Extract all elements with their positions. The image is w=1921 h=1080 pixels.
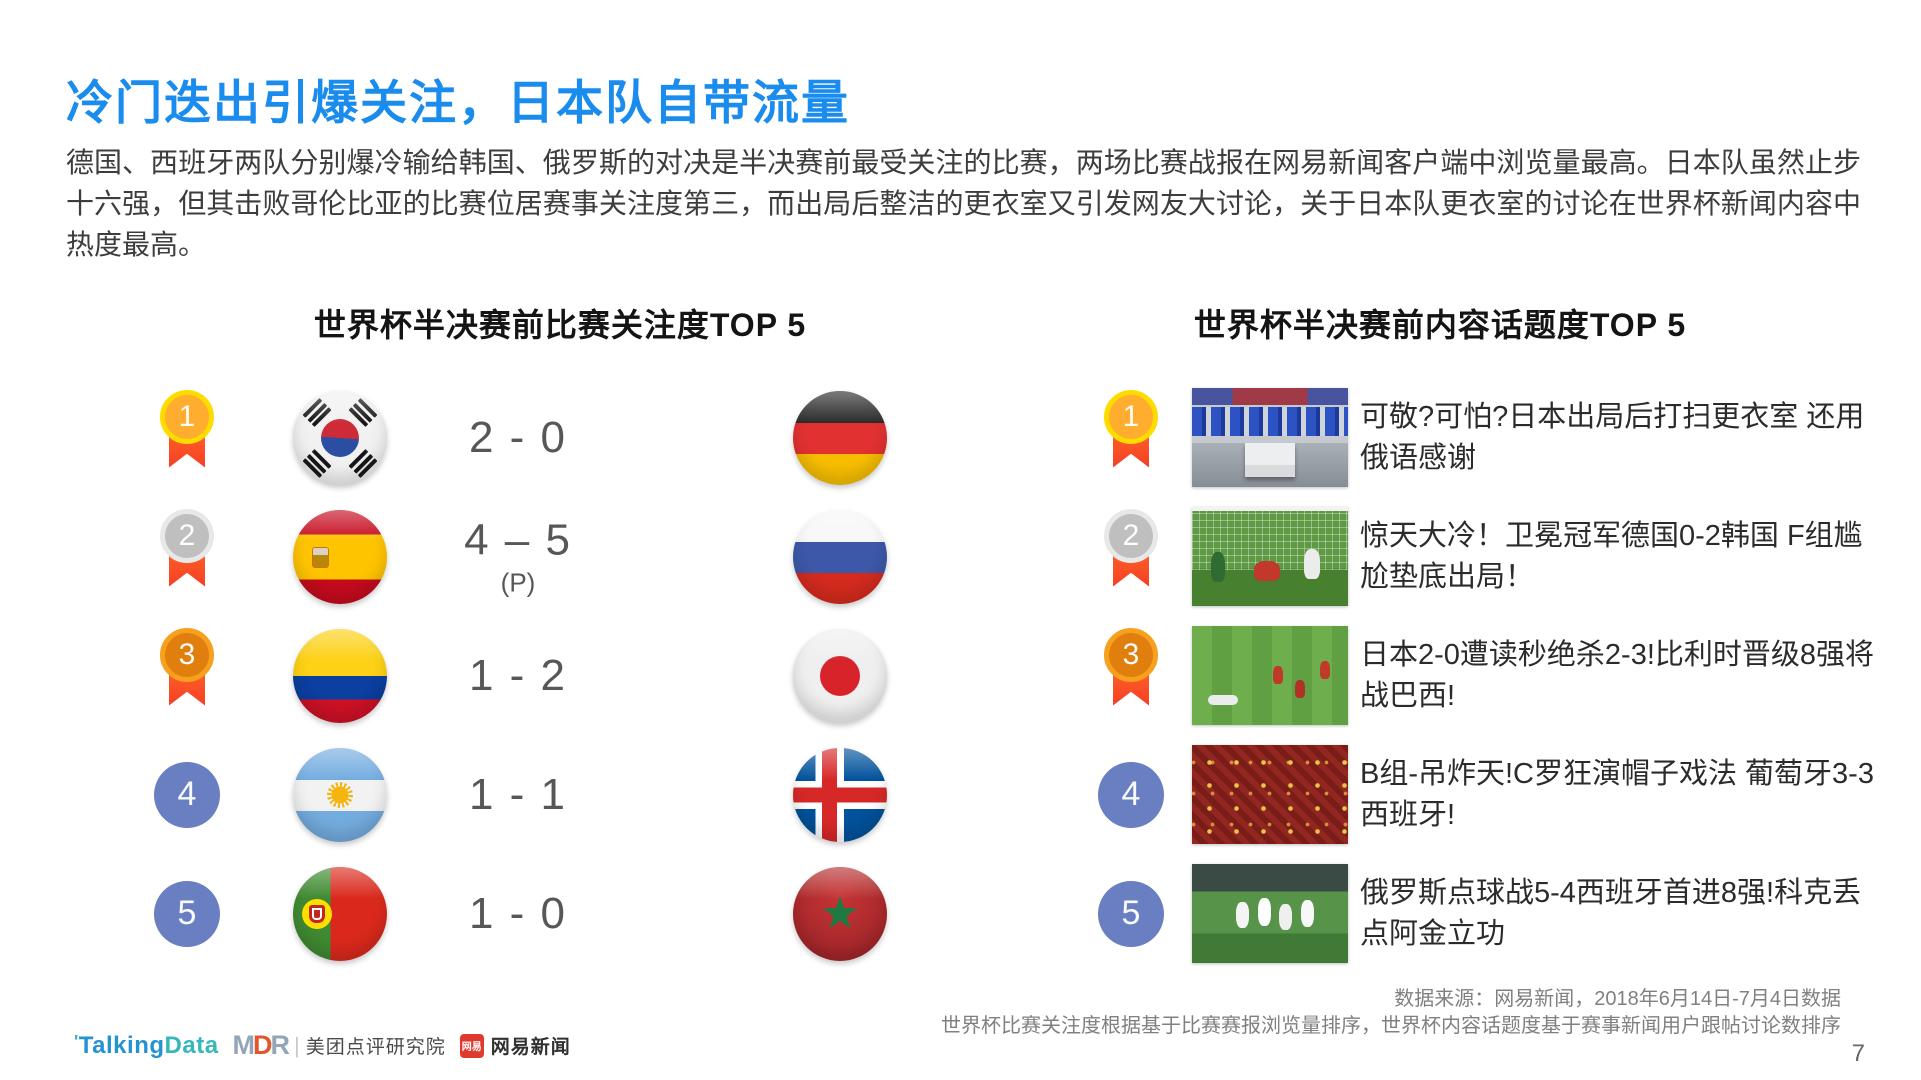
talkingdata-wordmark: Talking <box>78 1031 165 1059</box>
flag-south-korea-icon <box>293 390 387 485</box>
rank-number: 3 <box>1104 627 1158 682</box>
trigram-icon <box>348 397 378 427</box>
topic-row-1: 1 可敬?可怕?日本出局后打扫更衣室 还用俄语感谢 <box>1095 378 1885 497</box>
topic-row-4: 4 B组-吊炸天!C罗狂演帽子戏法 葡萄牙3-3西班牙! <box>1095 735 1885 854</box>
match-score: 4 – 5 (P) <box>438 515 598 598</box>
flag-argentina-icon <box>293 747 387 842</box>
mdr-meituan-logo: MDR | 美团点评研究院 <box>233 1030 446 1061</box>
match-score: 1 - 1 <box>438 770 598 820</box>
page-number: 7 <box>1851 1040 1865 1067</box>
match-row-3: 3 1 - 2 <box>130 616 970 735</box>
score-text: 4 – 5 <box>464 515 572 564</box>
page-title: 冷门迭出引爆关注，日本队自带流量 <box>66 76 850 129</box>
gold-medal-icon: 1 <box>1102 388 1160 488</box>
rank-circle-icon: 4 <box>1098 761 1164 828</box>
flag-portugal-icon <box>293 866 387 961</box>
rank-number: 2 <box>1104 508 1158 563</box>
article-title: 日本2-0遭读秒绝杀2-3!比利时晋级8强将战巴西! <box>1360 638 1875 712</box>
flag-japan-icon <box>793 628 887 723</box>
match-row-2: 2 4 – 5 (P) <box>130 497 970 616</box>
left-panel-heading: 世界杯半决赛前比赛关注度TOP 5 <box>313 307 807 343</box>
morocco-star-icon <box>822 895 858 929</box>
flag-spain-icon <box>293 509 387 604</box>
article-thumbnail-russia-spain <box>1192 864 1348 963</box>
topic-row-3: 3 日本2-0遭读秒绝杀2-3!比利时晋级8强将战巴西! <box>1095 616 1885 735</box>
match-ranking-list: 1 2 - 0 2 4 – 5 (P) 3 <box>130 378 970 973</box>
netease-news-logo: 网易 网易新闻 <box>459 1032 571 1059</box>
score-text: 1 - 1 <box>468 769 568 819</box>
article-title: 惊天大冷！卫冕冠军德国0-2韩国 F组尴尬垫底出局！ <box>1360 519 1863 593</box>
rank-number: 1 <box>1104 389 1158 444</box>
match-row-1: 1 2 - 0 <box>130 378 970 497</box>
match-score: 1 - 0 <box>438 889 598 939</box>
netease-name: 网易新闻 <box>490 1037 571 1058</box>
score-text: 1 - 2 <box>468 650 568 700</box>
rank-number: 3 <box>160 627 214 682</box>
flag-russia-icon <box>793 509 887 604</box>
flag-morocco-icon <box>793 866 887 961</box>
netease-badge-icon: 网易 <box>459 1033 484 1058</box>
silver-medal-icon: 2 <box>158 507 216 607</box>
mdr-name: 美团点评研究院 <box>305 1037 446 1058</box>
trigram-icon <box>348 448 378 478</box>
mdr-letters: MDR <box>232 1030 290 1060</box>
match-row-5: 5 1 - 0 <box>130 854 970 973</box>
rank-number: 5 <box>154 880 220 947</box>
article-thumbnail-fans-crowd <box>1192 745 1348 844</box>
rank-circle-icon: 5 <box>1098 880 1164 947</box>
rank-number: 2 <box>160 508 214 563</box>
rank-number: 1 <box>160 389 214 444</box>
argentina-sun-icon <box>327 781 353 808</box>
footer-logos: 'TalkingData MDR | 美团点评研究院 网易 网易新闻 <box>74 1030 571 1061</box>
score-text: 2 - 0 <box>468 412 568 462</box>
flag-iceland-icon <box>793 747 887 842</box>
portugal-emblem-icon <box>302 898 332 929</box>
rank-number: 4 <box>154 761 220 828</box>
topic-row-5: 5 俄罗斯点球战5-4西班牙首进8强!科克丢点阿金立功 <box>1095 854 1885 973</box>
topic-row-2: 2 惊天大冷！卫冕冠军德国0-2韩国 F组尴尬垫底出局！ <box>1095 497 1885 616</box>
match-score: 1 - 2 <box>438 651 598 701</box>
data-source-note: 数据来源：网易新闻，2018年6月14日-7月4日数据 世界杯比赛关注度根据基于… <box>941 986 1841 1040</box>
talkingdata-wordmark: Data <box>164 1031 219 1059</box>
match-score: 2 - 0 <box>438 413 598 463</box>
right-panel-heading: 世界杯半决赛前内容话题度TOP 5 <box>1193 307 1687 343</box>
logo-divider: | <box>294 1032 300 1058</box>
article-title: 可敬?可怕?日本出局后打扫更衣室 还用俄语感谢 <box>1360 400 1865 474</box>
spain-crest-icon <box>313 547 328 567</box>
article-title: 俄罗斯点球战5-4西班牙首进8强!科克丢点阿金立功 <box>1360 876 1862 950</box>
flag-colombia-icon <box>293 628 387 723</box>
topic-ranking-list: 1 可敬?可怕?日本出局后打扫更衣室 还用俄语感谢 2 惊天大冷！卫冕冠军德国0… <box>1095 378 1885 973</box>
taegeuk-icon <box>316 414 364 461</box>
silver-medal-icon: 2 <box>1102 507 1160 607</box>
article-thumbnail-locker-room <box>1192 388 1348 487</box>
article-title: B组-吊炸天!C罗狂演帽子戏法 葡萄牙3-3西班牙! <box>1360 757 1874 831</box>
article-thumbnail-germany-korea <box>1192 507 1348 606</box>
talkingdata-logo: 'TalkingData <box>74 1031 219 1059</box>
match-row-4: 4 1 - 1 <box>130 735 970 854</box>
article-thumbnail-japan-belgium <box>1192 626 1348 725</box>
trigram-icon <box>302 397 332 427</box>
flag-germany-icon <box>793 390 887 485</box>
source-line-2: 世界杯比赛关注度根据基于比赛赛报浏览量排序，世界杯内容话题度基于赛事新闻用户跟帖… <box>941 1015 1841 1037</box>
rank-number: 4 <box>1098 761 1164 828</box>
rank-circle-icon: 5 <box>154 880 220 947</box>
source-line-1: 数据来源：网易新闻，2018年6月14日-7月4日数据 <box>1394 988 1841 1010</box>
rank-circle-icon: 4 <box>154 761 220 828</box>
trigram-icon <box>302 448 332 478</box>
bronze-medal-icon: 3 <box>1102 626 1160 726</box>
bronze-medal-icon: 3 <box>158 626 216 726</box>
gold-medal-icon: 1 <box>158 388 216 488</box>
score-text: 1 - 0 <box>468 888 568 938</box>
score-note: (P) <box>500 567 536 597</box>
rank-number: 5 <box>1098 880 1164 947</box>
intro-paragraph: 德国、西班牙两队分别爆冷输给韩国、俄罗斯的对决是半决赛前最受关注的比赛，两场比赛… <box>66 147 1861 260</box>
japan-sun-icon <box>820 655 860 696</box>
